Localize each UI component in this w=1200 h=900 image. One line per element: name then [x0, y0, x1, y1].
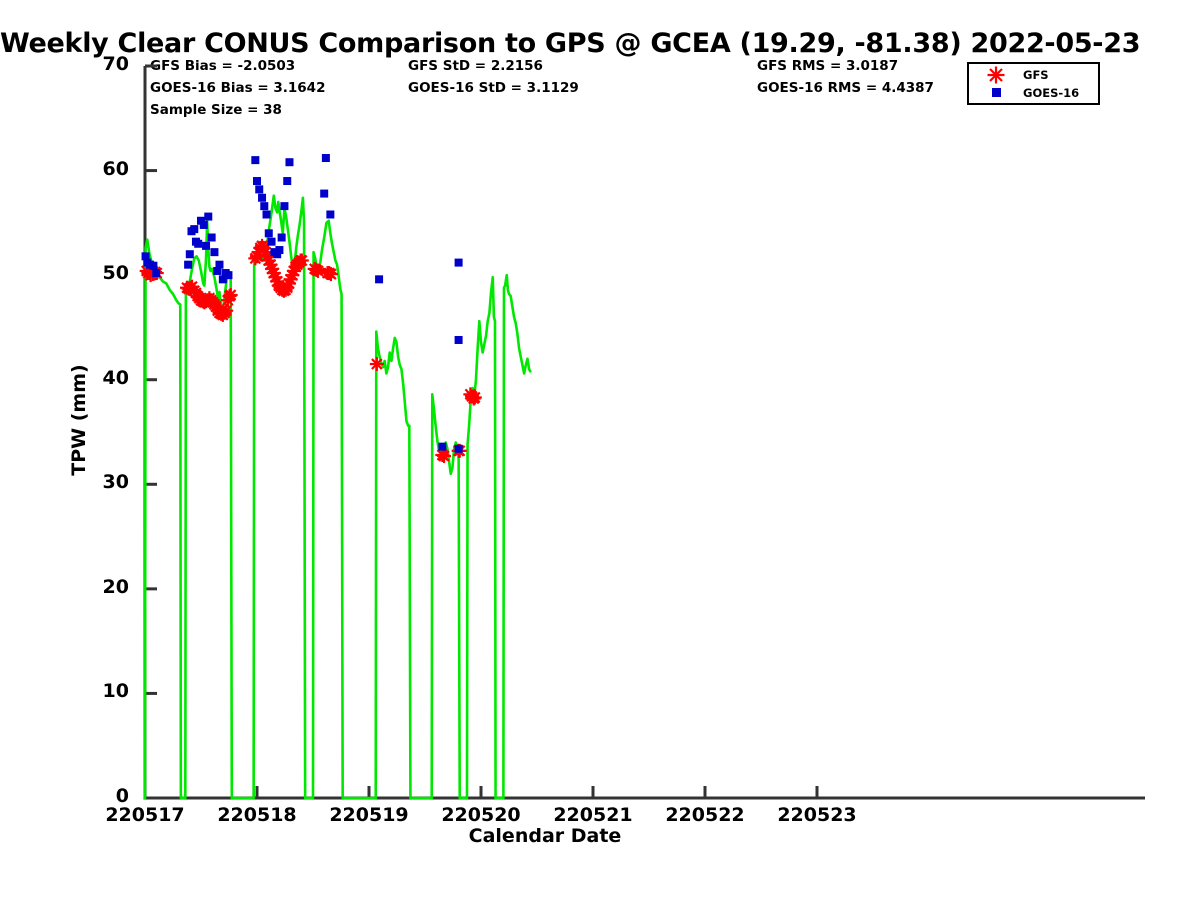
x-tick-220517: 220517 [105, 804, 185, 826]
stat-goes16-rms: GOES-16 RMS = 4.4387 [757, 80, 934, 96]
y-tick-20: 20 [102, 575, 129, 598]
legend-item-goes16: GOES-16 [969, 83, 1098, 103]
y-tick-30: 30 [102, 471, 129, 494]
chart-legend: GFS GOES-16 [967, 62, 1100, 105]
data-series [139, 154, 532, 800]
y-tick-40: 40 [102, 366, 129, 389]
square-icon [969, 86, 1023, 100]
axes [143, 64, 1145, 800]
y-tick-60: 60 [102, 157, 129, 180]
stat-gfs-std: GFS StD = 2.2156 [408, 58, 543, 74]
legend-label-goes16: GOES-16 [1023, 86, 1080, 100]
stat-gfs-rms: GFS RMS = 3.0187 [757, 58, 899, 74]
y-tick-10: 10 [102, 680, 129, 703]
y-tick-50: 50 [102, 262, 129, 285]
x-tick-220523: 220523 [777, 804, 857, 826]
x-tick-220520: 220520 [441, 804, 521, 826]
stat-gfs-bias: GFS Bias = -2.0503 [150, 58, 296, 74]
asterisk-icon [969, 65, 1023, 85]
y-tick-70: 70 [102, 53, 129, 75]
page-title: Weekly Clear CONUS Comparison to GPS @ G… [0, 28, 1141, 59]
stat-sample-size: Sample Size = 38 [150, 102, 282, 118]
y-tick-0: 0 [115, 785, 129, 807]
legend-item-gfs: GFS [969, 65, 1098, 85]
x-axis-label: Calendar Date [468, 825, 622, 847]
x-tick-220519: 220519 [329, 804, 409, 826]
legend-label-gfs: GFS [1023, 68, 1049, 82]
stat-goes16-std: GOES-16 StD = 3.1129 [408, 80, 579, 96]
x-tick-220522: 220522 [665, 804, 745, 826]
stat-goes16-bias: GOES-16 Bias = 3.1642 [150, 80, 326, 96]
x-tick-220521: 220521 [553, 804, 633, 826]
x-tick-220518: 220518 [217, 804, 297, 826]
